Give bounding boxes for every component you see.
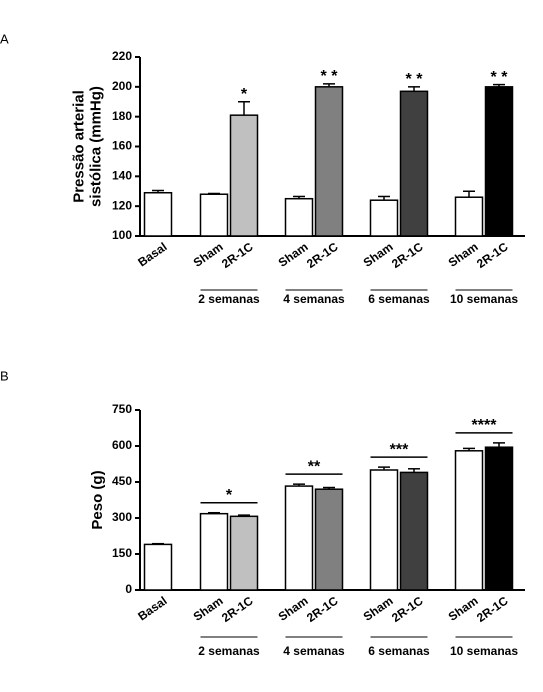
group-label: 2 semanas bbox=[198, 292, 260, 306]
x-tick-label: Basal bbox=[135, 240, 169, 270]
bar bbox=[229, 515, 259, 591]
panel-label: A bbox=[0, 31, 9, 46]
x-tick-label: 2R-1C bbox=[389, 593, 426, 625]
y-axis-label: Pressão arterial bbox=[70, 90, 87, 203]
bar bbox=[284, 197, 314, 237]
significance: ** bbox=[308, 458, 321, 475]
significance: **** bbox=[472, 417, 498, 434]
group-label: 10 semanas bbox=[450, 292, 518, 306]
group-label: 4 semanas bbox=[283, 292, 345, 306]
y-tick-label: 100 bbox=[112, 228, 132, 242]
y-tick-label: 120 bbox=[112, 198, 132, 212]
x-tick-label: Sham bbox=[191, 594, 226, 624]
bar bbox=[199, 193, 229, 237]
x-tick-label: Sham bbox=[276, 240, 311, 270]
bar bbox=[199, 512, 229, 591]
group-label: 6 semanas bbox=[368, 644, 430, 658]
significance: * * bbox=[321, 68, 339, 85]
x-tick-label: Sham bbox=[446, 240, 481, 270]
y-tick-label: 220 bbox=[112, 49, 132, 63]
bar bbox=[369, 469, 399, 591]
bar bbox=[143, 543, 173, 591]
x-tick-label: Sham bbox=[446, 594, 481, 624]
x-tick-label: Sham bbox=[191, 240, 226, 270]
x-tick-label: 2R-1C bbox=[304, 239, 341, 271]
x-tick-label: 2R-1C bbox=[304, 593, 341, 625]
y-axis-label: sistólica (mmHg) bbox=[87, 86, 104, 207]
bar bbox=[484, 86, 514, 237]
bar bbox=[369, 199, 399, 237]
bar bbox=[399, 471, 429, 591]
y-tick-label: 200 bbox=[112, 79, 132, 93]
significance: * bbox=[226, 487, 233, 504]
x-tick-label: Sham bbox=[276, 594, 311, 624]
y-tick-label: 160 bbox=[112, 139, 132, 153]
bar bbox=[284, 485, 314, 591]
y-tick-label: 750 bbox=[112, 402, 132, 416]
y-tick-label: 150 bbox=[112, 546, 132, 560]
bar bbox=[143, 191, 173, 237]
significance: *** bbox=[390, 441, 409, 458]
panel-label: B bbox=[0, 368, 9, 383]
x-tick-label: Sham bbox=[361, 240, 396, 270]
x-tick-label: 2R-1C bbox=[389, 239, 426, 271]
group-label: 2 semanas bbox=[198, 644, 260, 658]
y-tick-label: 180 bbox=[112, 109, 132, 123]
y-axis-label: Peso (g) bbox=[89, 470, 106, 529]
group-label: 6 semanas bbox=[368, 292, 430, 306]
x-tick-label: 2R-1C bbox=[474, 239, 511, 271]
bar bbox=[484, 446, 514, 591]
x-tick-label: Basal bbox=[135, 594, 169, 624]
bar bbox=[314, 86, 344, 237]
y-tick-label: 450 bbox=[112, 474, 132, 488]
x-tick-label: Sham bbox=[361, 594, 396, 624]
y-tick-label: 0 bbox=[125, 582, 132, 596]
y-tick-label: 140 bbox=[112, 169, 132, 183]
bar bbox=[399, 90, 429, 237]
group-label: 4 semanas bbox=[283, 644, 345, 658]
bar bbox=[314, 488, 344, 591]
bar bbox=[229, 114, 259, 237]
y-tick-label: 600 bbox=[112, 438, 132, 452]
x-tick-label: 2R-1C bbox=[219, 239, 256, 271]
significance: * * bbox=[406, 71, 424, 88]
y-tick-label: 300 bbox=[112, 510, 132, 524]
x-tick-label: 2R-1C bbox=[474, 593, 511, 625]
bar bbox=[454, 196, 484, 237]
bar bbox=[454, 450, 484, 591]
x-tick-label: 2R-1C bbox=[219, 593, 256, 625]
significance: * bbox=[241, 86, 248, 103]
group-label: 10 semanas bbox=[450, 644, 518, 658]
significance: * * bbox=[491, 69, 509, 86]
